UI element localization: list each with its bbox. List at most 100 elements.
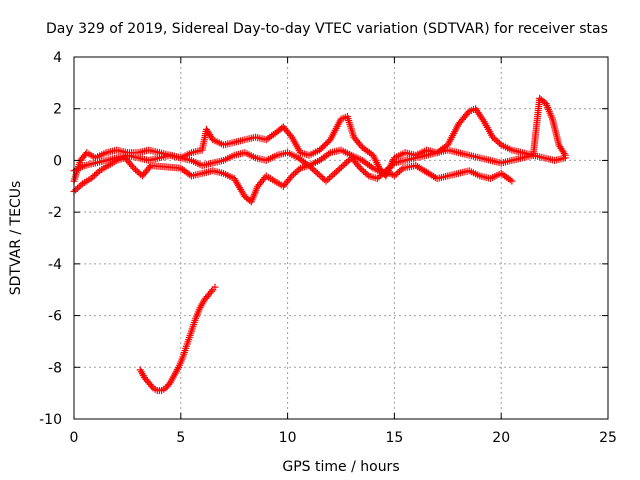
y-tick-label: 0 — [53, 153, 62, 169]
data-point — [357, 142, 365, 150]
data-point — [489, 133, 497, 141]
data-point — [341, 160, 349, 168]
data-point — [319, 174, 327, 182]
data-point — [336, 165, 344, 173]
data-point — [130, 164, 138, 172]
data-point — [331, 169, 339, 177]
data-point — [360, 167, 368, 175]
data-point — [312, 168, 320, 176]
x-tick-label: 5 — [176, 430, 185, 446]
grid-lines — [74, 57, 608, 419]
data-point — [317, 145, 325, 153]
data-point — [322, 140, 330, 148]
data-point — [291, 169, 299, 177]
data-point — [148, 382, 156, 390]
y-axis-title: SDTVAR / TECUs — [8, 181, 24, 296]
data-point — [317, 172, 325, 180]
data-point — [392, 170, 400, 178]
x-tick-label: 25 — [599, 430, 617, 446]
data-point — [133, 167, 141, 175]
data-point — [358, 166, 366, 174]
data-point — [75, 183, 83, 191]
data-point — [288, 172, 296, 180]
data-point — [89, 173, 97, 181]
data-point — [334, 166, 342, 174]
data-point — [314, 169, 322, 177]
y-tick-label: -2 — [48, 205, 62, 221]
data-point — [87, 175, 95, 183]
data-point — [492, 136, 500, 144]
data-point — [72, 186, 80, 194]
data-point — [320, 142, 328, 150]
data-point — [377, 171, 385, 179]
y-tick-label: -10 — [39, 412, 62, 428]
data-point — [128, 162, 136, 170]
plot-frame — [73, 56, 609, 420]
data-point — [286, 174, 294, 182]
data-point — [290, 170, 298, 178]
x-tick-label: 15 — [385, 430, 403, 446]
data-point — [396, 167, 404, 175]
data-point — [389, 160, 397, 168]
data-point — [316, 146, 324, 154]
data-point — [324, 176, 332, 184]
data-point — [355, 162, 363, 170]
data-point — [307, 163, 315, 171]
y-tick-label: 2 — [53, 102, 62, 118]
data-point — [295, 166, 303, 174]
data-point — [508, 177, 516, 185]
data-point — [363, 170, 371, 178]
data-point — [339, 162, 347, 170]
data-point — [361, 169, 369, 177]
y-tick-label: -8 — [48, 360, 62, 376]
data-point — [378, 170, 386, 178]
data-point — [315, 171, 323, 179]
data-point — [394, 169, 402, 177]
data-point — [337, 163, 345, 171]
data-point — [132, 166, 140, 174]
data-point — [329, 171, 337, 179]
data-point — [308, 165, 316, 173]
data-point — [319, 143, 327, 151]
data-point — [323, 139, 331, 147]
data-points — [70, 94, 569, 395]
x-axis-title: GPS time / hours — [282, 459, 399, 475]
data-point — [386, 163, 394, 171]
x-tick-label: 20 — [492, 430, 510, 446]
data-point — [135, 169, 143, 177]
data-point — [332, 168, 340, 176]
data-point — [327, 172, 335, 180]
data-point — [310, 166, 318, 174]
data-point — [145, 163, 153, 171]
data-point — [325, 174, 333, 182]
data-point — [293, 167, 301, 175]
data-point — [165, 381, 173, 389]
data-point — [286, 131, 294, 139]
data-point — [561, 154, 569, 162]
y-tick-label: -6 — [48, 309, 62, 325]
data-point — [343, 158, 351, 166]
data-point — [77, 181, 85, 189]
data-point — [92, 170, 100, 178]
data-point — [490, 135, 498, 143]
data-point — [494, 138, 502, 146]
data-point — [375, 173, 383, 181]
data-point — [207, 287, 215, 295]
data-point — [560, 150, 568, 158]
data-point — [211, 283, 219, 291]
data-point — [73, 184, 81, 192]
chart-title: Day 329 of 2019, Sidereal Day-to-day VTE… — [46, 21, 608, 37]
x-tick-label: 10 — [279, 430, 297, 446]
data-point — [495, 139, 503, 147]
data-point — [373, 175, 381, 183]
data-point — [390, 172, 398, 180]
data-point — [91, 171, 99, 179]
data-point — [344, 157, 352, 165]
data-point — [397, 166, 405, 174]
y-tick-label: 4 — [53, 50, 62, 66]
data-point — [322, 177, 330, 185]
x-tick-label: 0 — [70, 430, 79, 446]
data-point — [387, 162, 395, 170]
